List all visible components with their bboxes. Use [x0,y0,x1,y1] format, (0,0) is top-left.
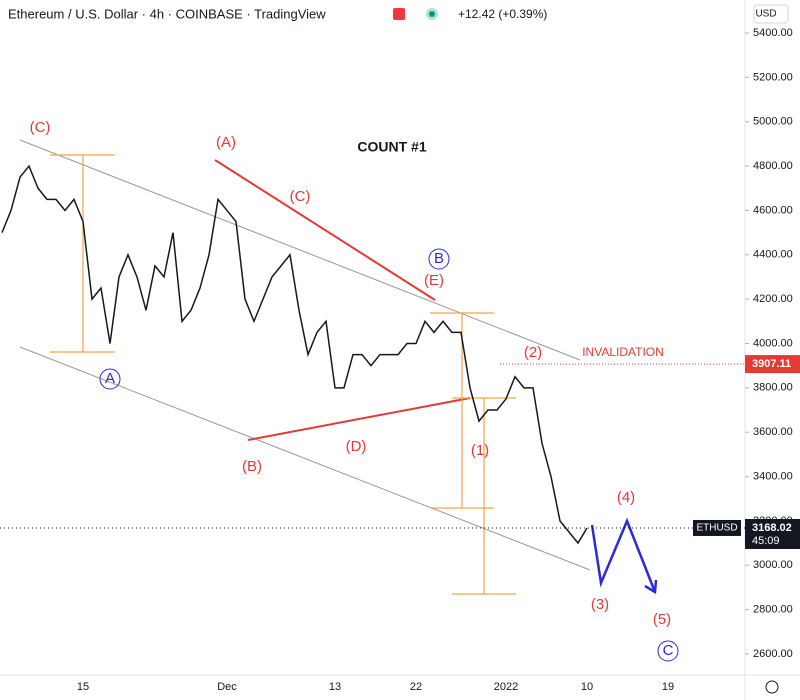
wave-label: A [105,370,115,387]
y-tick-label: 3800.00 [753,382,793,394]
y-tick-label: 5000.00 [753,116,793,128]
price-line [1,164,588,545]
wave-label: (A) [216,134,236,151]
price-change: +12.42 (+0.39%) [458,7,547,21]
channel-line [19,139,581,361]
wave-label: (2) [524,344,542,361]
x-tick-label: Dec [217,681,237,693]
triangle-line [214,159,436,301]
wave-label: B [434,250,444,267]
plot-area: COUNT #1 INVALIDATION (C) (A) (C) (B) (D… [1,119,679,662]
wave-label: (C) [30,119,51,136]
last-price: 3168.02 [752,522,792,534]
wave-label: (5) [653,611,671,628]
wave-circle [428,248,450,270]
x-tick-label: 10 [581,681,593,693]
y-tick-label: 2800.00 [753,603,793,615]
y-tick-label: 3600.00 [753,426,793,438]
price-tag [745,518,800,549]
wave-label: (4) [617,489,635,506]
currency: USD [755,9,776,20]
wave-label: (E) [424,272,444,289]
x-tick-label: 13 [329,681,341,693]
y-tick-label: 4200.00 [753,293,793,305]
x-tick-label: 15 [77,681,89,693]
projection-path [590,517,657,593]
wave-label: (1) [471,442,489,459]
x-tick-label: 19 [662,681,674,693]
wave-circle [99,368,121,390]
measure-tool [50,154,516,595]
annotation: INVALIDATION [582,345,664,359]
projection-arrow [644,579,658,595]
currency-button[interactable] [753,4,789,24]
triangle-line [247,397,471,441]
wave-label: (B) [242,458,262,475]
wave-circle [657,640,679,662]
y-tick-label: 2600.00 [753,648,793,660]
y-tick-label: 3400.00 [753,470,793,482]
chart-title: Ethereum / U.S. Dollar · 4h · COINBASE ·… [8,6,326,21]
countdown: 45:09 [752,535,780,547]
x-tick-label: 22 [410,681,422,693]
y-tick-label: 5200.00 [753,71,793,83]
y-tick-label: 5400.00 [753,27,793,39]
y-tick-label: 3000.00 [753,559,793,571]
invalidation-price: 3907.11 [752,358,791,370]
y-tick-label: 4000.00 [753,337,793,349]
y-tick-label: 4400.00 [753,249,793,261]
symbol: ETHUSD [696,523,737,534]
y-tick-label: 4600.00 [753,204,793,216]
price-tag [745,355,800,374]
annotation: COUNT #1 [357,139,426,155]
wave-label: (C) [290,188,311,205]
wave-label: (3) [591,596,609,613]
x-tick-label: 2022 [494,681,518,693]
status-dot [429,11,435,17]
wave-label: C [663,642,674,659]
settings-icon[interactable] [765,680,779,694]
y-tick-label: 4800.00 [753,160,793,172]
flag-icon[interactable] [393,8,405,20]
channel-line [19,346,591,571]
symbol-tag [693,519,741,536]
wave-label: (D) [346,438,367,455]
